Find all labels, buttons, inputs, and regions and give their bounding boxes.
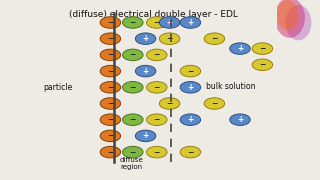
- Circle shape: [100, 33, 121, 44]
- Text: −: −: [166, 34, 173, 43]
- Text: −: −: [130, 115, 136, 124]
- Circle shape: [159, 17, 180, 28]
- Circle shape: [147, 82, 167, 93]
- Text: +: +: [142, 67, 149, 76]
- Text: (diffuse) electrical double layer - EDL: (diffuse) electrical double layer - EDL: [69, 10, 238, 19]
- Text: −: −: [107, 34, 114, 43]
- Text: +: +: [166, 18, 173, 27]
- Text: −: −: [130, 50, 136, 59]
- Circle shape: [100, 146, 121, 158]
- Text: −: −: [107, 148, 114, 157]
- Circle shape: [100, 82, 121, 93]
- Text: −: −: [107, 115, 114, 124]
- Text: +: +: [187, 115, 194, 124]
- Text: −: −: [107, 99, 114, 108]
- Ellipse shape: [277, 0, 299, 30]
- Text: −: −: [154, 148, 160, 157]
- Text: +: +: [237, 115, 243, 124]
- Circle shape: [147, 49, 167, 61]
- Text: −: −: [154, 83, 160, 92]
- Text: −: −: [211, 99, 218, 108]
- Circle shape: [123, 82, 143, 93]
- Text: −: −: [154, 18, 160, 27]
- Circle shape: [123, 146, 143, 158]
- Circle shape: [204, 33, 225, 44]
- Circle shape: [123, 49, 143, 61]
- Circle shape: [100, 114, 121, 125]
- Circle shape: [135, 130, 156, 142]
- Circle shape: [147, 114, 167, 125]
- Text: −: −: [259, 44, 266, 53]
- Circle shape: [252, 43, 273, 54]
- Text: −: −: [154, 50, 160, 59]
- Circle shape: [180, 65, 201, 77]
- Text: +: +: [187, 18, 194, 27]
- Text: bulk solution: bulk solution: [206, 82, 255, 91]
- Circle shape: [159, 98, 180, 109]
- Ellipse shape: [275, 0, 305, 38]
- Circle shape: [135, 65, 156, 77]
- Circle shape: [230, 114, 250, 125]
- Text: −: −: [187, 67, 194, 76]
- Circle shape: [100, 65, 121, 77]
- Circle shape: [100, 17, 121, 28]
- Circle shape: [230, 43, 250, 54]
- Text: +: +: [142, 131, 149, 140]
- Circle shape: [180, 114, 201, 125]
- Text: particle: particle: [43, 83, 72, 92]
- Circle shape: [180, 146, 201, 158]
- Text: −: −: [166, 99, 173, 108]
- Circle shape: [147, 146, 167, 158]
- Text: −: −: [187, 148, 194, 157]
- Text: −: −: [130, 83, 136, 92]
- Circle shape: [123, 114, 143, 125]
- Text: −: −: [130, 18, 136, 27]
- Text: −: −: [107, 131, 114, 140]
- Text: −: −: [259, 60, 266, 69]
- Ellipse shape: [285, 5, 311, 40]
- Text: +: +: [237, 44, 243, 53]
- Text: −: −: [107, 18, 114, 27]
- Text: −: −: [107, 50, 114, 59]
- Circle shape: [180, 82, 201, 93]
- Circle shape: [204, 98, 225, 109]
- Text: diffuse
region: diffuse region: [119, 157, 143, 170]
- Text: −: −: [107, 67, 114, 76]
- Circle shape: [100, 130, 121, 142]
- Circle shape: [100, 49, 121, 61]
- Text: −: −: [107, 83, 114, 92]
- Text: −: −: [130, 148, 136, 157]
- Circle shape: [147, 17, 167, 28]
- Circle shape: [100, 98, 121, 109]
- Text: +: +: [142, 34, 149, 43]
- Circle shape: [135, 33, 156, 44]
- Text: −: −: [211, 34, 218, 43]
- Text: −: −: [154, 115, 160, 124]
- Circle shape: [252, 59, 273, 71]
- Circle shape: [159, 33, 180, 44]
- Circle shape: [123, 17, 143, 28]
- Circle shape: [180, 17, 201, 28]
- Text: +: +: [187, 83, 194, 92]
